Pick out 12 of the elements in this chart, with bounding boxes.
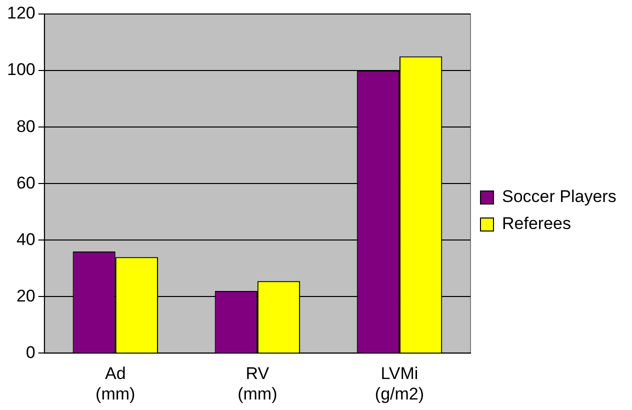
y-tick-label: 100	[6, 60, 36, 80]
x-tick-label: RV (mm)	[238, 364, 278, 404]
y-tick-label: 40	[16, 230, 36, 249]
legend-label: Soccer Players	[502, 187, 616, 206]
y-tick-label: 60	[16, 173, 36, 192]
x-tick-label: LVMi (g/m2)	[374, 364, 424, 404]
legend-label: Referees	[502, 214, 571, 234]
y-tick-label: 120	[6, 4, 36, 23]
y-tick-label: 20	[16, 286, 36, 306]
x-tick-label: Ad (mm)	[96, 364, 136, 404]
y-tick-label: 80	[16, 116, 36, 136]
y-tick-label: 0	[26, 342, 36, 362]
